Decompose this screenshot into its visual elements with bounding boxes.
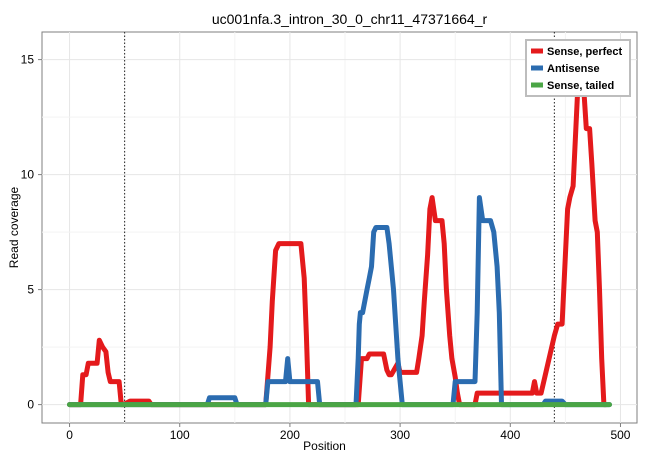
y-tick-label: 10 [21,168,35,182]
y-axis-label: Read coverage [7,186,21,268]
x-tick-label: 200 [280,428,300,442]
series-line-sense-perfect [67,57,609,408]
plot-background [41,31,638,424]
legend-label: Sense, perfect [547,46,623,58]
x-tick-label: 400 [500,428,520,442]
x-tick-label: 100 [170,428,190,442]
series-layer [67,57,612,408]
legend-label: Sense, tailed [547,80,614,92]
reference-lines [124,32,555,423]
chart-title: uc001nfa.3_intron_30_0_chr11_47371664_r [212,11,488,27]
legend-box [525,39,631,97]
y-tick-label: 0 [27,398,34,412]
x-axis-ticks: 0 100 200 300 400 500 [66,423,631,442]
y-axis-ticks: 0 5 10 15 [21,53,42,412]
x-tick-label: 300 [390,428,410,442]
legend-label: Antisense [547,63,600,75]
y-tick-label: 15 [21,53,35,67]
x-tick-label: 500 [610,428,630,442]
x-tick-label: 0 [66,428,73,442]
series-line-antisense [67,195,612,408]
legend: Sense, perfect Antisense Sense, tailed [525,39,631,97]
x-axis-label: Position [303,439,346,453]
y-tick-label: 5 [27,283,34,297]
